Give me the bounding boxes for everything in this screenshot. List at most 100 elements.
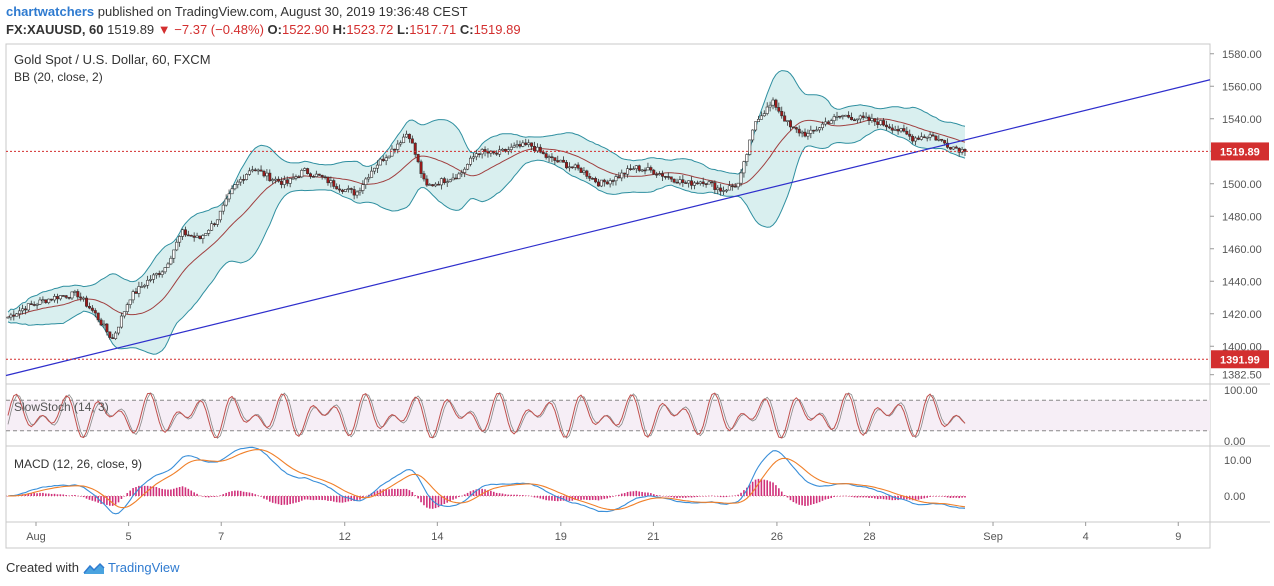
macd-histogram-bar [161, 488, 163, 496]
candle [352, 189, 356, 196]
candle [588, 176, 592, 179]
publisher-user[interactable]: chartwatchers [6, 4, 95, 19]
macd-histogram-bar [385, 489, 387, 496]
candle [864, 116, 868, 119]
macd-histogram-bar [82, 496, 85, 498]
candle [15, 313, 19, 317]
candle [500, 148, 504, 151]
candle [873, 118, 877, 123]
candle [826, 121, 830, 124]
candle [99, 319, 103, 326]
candle [660, 173, 664, 177]
tradingview-brand[interactable]: TradingView [83, 560, 180, 575]
candle [419, 161, 423, 174]
candle [370, 170, 374, 178]
candle [178, 236, 182, 243]
macd-histogram-bar [940, 496, 943, 497]
macd-histogram-bar [626, 491, 629, 496]
candle [416, 154, 420, 163]
macd-histogram-bar [868, 496, 870, 498]
macd-histogram-bar [524, 495, 527, 496]
candle [114, 332, 118, 339]
bb-basis [7, 118, 966, 318]
macd-histogram-bar [711, 495, 713, 497]
time-tick-label: 19 [555, 531, 567, 543]
macd-histogram-bar [228, 491, 230, 496]
macd-histogram-bar [394, 488, 396, 496]
macd-histogram-bar [847, 496, 850, 497]
candle [242, 179, 246, 181]
candle [265, 172, 269, 177]
time-tick-label: 5 [126, 531, 132, 543]
candle [960, 149, 964, 153]
candle [605, 181, 609, 185]
macd-histogram-bar [254, 494, 257, 496]
candle [634, 165, 638, 170]
macd-histogram-bar [30, 493, 33, 496]
candle [867, 116, 871, 121]
candle [442, 178, 446, 184]
candle [448, 179, 452, 183]
candle [277, 178, 281, 182]
candle [279, 180, 283, 185]
candle [527, 142, 531, 145]
macd-histogram-bar [196, 493, 198, 496]
macd-histogram-bar [623, 493, 626, 496]
macd-histogram-bar [141, 485, 143, 496]
candle [943, 140, 947, 144]
candle [620, 172, 624, 179]
candle [79, 296, 83, 299]
macd-histogram-bar [455, 496, 457, 499]
candle [506, 149, 510, 152]
macd-histogram-bar [210, 496, 213, 497]
candle [911, 135, 915, 142]
macd-histogram-bar [495, 492, 498, 496]
macd-histogram-bar [836, 496, 838, 497]
candle [777, 107, 781, 112]
candle [463, 168, 467, 173]
candle [614, 176, 618, 182]
candle [902, 128, 906, 132]
candle [640, 169, 644, 172]
candle [899, 128, 903, 132]
macd-histogram-bar [580, 496, 582, 500]
candle [137, 286, 141, 294]
macd-histogram-bar [149, 486, 152, 496]
macd-histogram-bar [577, 496, 579, 500]
candle [594, 178, 598, 183]
macd-histogram-bar [463, 494, 466, 496]
candle [832, 116, 836, 121]
stoch-tick-label: 100.00 [1224, 385, 1258, 397]
macd-histogram-bar [114, 496, 117, 505]
macd-histogram-bar [862, 496, 864, 498]
macd-histogram-bar [231, 491, 233, 496]
macd-histogram-bar [807, 496, 809, 506]
macd-histogram-bar [248, 492, 251, 496]
macd-histogram-bar [699, 496, 702, 497]
candle [434, 183, 438, 187]
candle [576, 164, 580, 169]
macd-histogram-bar [527, 495, 530, 497]
candle [515, 144, 519, 147]
macd-histogram-bar [900, 496, 902, 500]
candle [169, 257, 173, 265]
macd-histogram-bar [204, 496, 207, 498]
candle [727, 185, 731, 191]
candle [730, 185, 734, 188]
macd-histogram-bar [382, 489, 385, 496]
time-tick-label: 28 [863, 531, 875, 543]
candle [925, 136, 929, 139]
candle [233, 184, 237, 190]
macd-histogram-bar [33, 493, 35, 496]
candle [951, 146, 955, 150]
candle [314, 173, 318, 177]
macd-histogram-bar [859, 496, 862, 498]
macd-histogram-bar [466, 492, 469, 496]
macd-histogram-bar [888, 496, 891, 500]
macd-histogram-bar [903, 496, 905, 500]
candle [431, 184, 435, 187]
macd-histogram-bar [620, 493, 623, 496]
macd-histogram-bar [426, 496, 428, 508]
candle [21, 308, 25, 312]
